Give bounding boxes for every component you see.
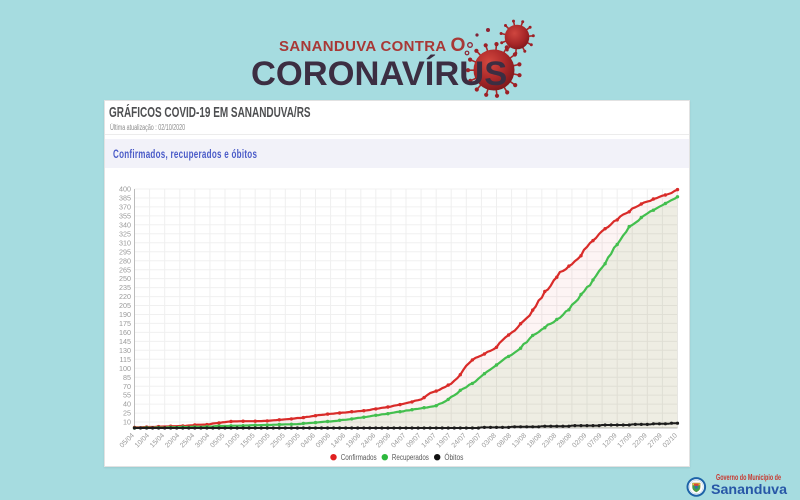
svg-text:12/09: 12/09: [601, 432, 618, 449]
svg-text:19/07: 19/07: [435, 432, 452, 449]
svg-text:05/04: 05/04: [119, 432, 136, 449]
svg-text:09/06: 09/06: [315, 432, 332, 449]
svg-text:17/09: 17/09: [616, 432, 633, 449]
svg-text:09/07: 09/07: [405, 432, 422, 449]
svg-text:30/04: 30/04: [194, 432, 211, 449]
svg-text:295: 295: [119, 247, 131, 256]
svg-text:14/06: 14/06: [330, 432, 347, 449]
svg-text:280: 280: [119, 256, 131, 265]
svg-text:175: 175: [119, 319, 131, 328]
svg-text:14/07: 14/07: [420, 432, 437, 449]
svg-text:07/09: 07/09: [586, 432, 603, 449]
svg-text:10/04: 10/04: [134, 432, 151, 449]
svg-text:115: 115: [120, 355, 131, 364]
svg-text:190: 190: [119, 310, 131, 319]
svg-text:370: 370: [119, 203, 131, 212]
svg-text:20/04: 20/04: [164, 432, 181, 449]
svg-text:100: 100: [119, 364, 131, 373]
svg-text:130: 130: [119, 346, 131, 355]
svg-text:Confirmados: Confirmados: [341, 453, 377, 462]
svg-text:340: 340: [119, 220, 131, 229]
svg-text:03/08: 03/08: [481, 432, 498, 449]
svg-text:Governo do Município de: Governo do Município de: [716, 473, 781, 482]
svg-text:85: 85: [123, 373, 131, 382]
svg-text:24/07: 24/07: [451, 432, 468, 449]
svg-text:08/08: 08/08: [496, 432, 513, 449]
svg-text:05/05: 05/05: [209, 432, 226, 449]
svg-text:30/05: 30/05: [285, 432, 302, 449]
svg-text:22/09: 22/09: [632, 432, 649, 449]
svg-text:29/06: 29/06: [375, 432, 392, 449]
svg-text:10: 10: [123, 418, 131, 427]
svg-text:04/06: 04/06: [300, 432, 317, 449]
svg-text:29/07: 29/07: [466, 432, 483, 449]
svg-text:02/10: 02/10: [662, 432, 679, 449]
svg-text:28/08: 28/08: [556, 432, 573, 449]
svg-text:04/07: 04/07: [390, 432, 407, 449]
svg-text:18/08: 18/08: [526, 432, 543, 449]
svg-text:25: 25: [123, 409, 131, 418]
svg-text:160: 160: [119, 328, 131, 337]
svg-text:23/08: 23/08: [541, 432, 558, 449]
svg-text:15/04: 15/04: [149, 432, 166, 449]
svg-text:02/09: 02/09: [571, 432, 588, 449]
svg-text:27/09: 27/09: [647, 432, 664, 449]
svg-text:325: 325: [119, 229, 131, 238]
svg-text:Recuperados: Recuperados: [392, 453, 429, 462]
svg-text:19/06: 19/06: [345, 432, 362, 449]
svg-text:25/04: 25/04: [179, 432, 196, 449]
svg-text:25/05: 25/05: [270, 432, 287, 449]
svg-text:310: 310: [119, 238, 131, 247]
svg-text:55: 55: [123, 391, 131, 400]
svg-text:265: 265: [119, 265, 131, 274]
svg-text:15/05: 15/05: [239, 432, 256, 449]
svg-text:250: 250: [119, 274, 131, 283]
svg-text:400: 400: [119, 185, 131, 194]
svg-text:20/05: 20/05: [254, 432, 271, 449]
svg-text:10/05: 10/05: [224, 432, 241, 449]
svg-text:385: 385: [119, 194, 131, 203]
svg-text:70: 70: [123, 382, 131, 391]
svg-text:355: 355: [119, 212, 131, 221]
svg-text:145: 145: [119, 337, 131, 346]
svg-text:235: 235: [119, 283, 131, 292]
svg-text:Sananduva: Sananduva: [711, 481, 787, 497]
svg-text:205: 205: [119, 301, 131, 310]
svg-text:Óbitos: Óbitos: [444, 453, 463, 462]
svg-text:13/08: 13/08: [511, 432, 528, 449]
svg-text:24/06: 24/06: [360, 432, 377, 449]
svg-text:40: 40: [123, 400, 131, 409]
svg-text:220: 220: [119, 292, 131, 301]
